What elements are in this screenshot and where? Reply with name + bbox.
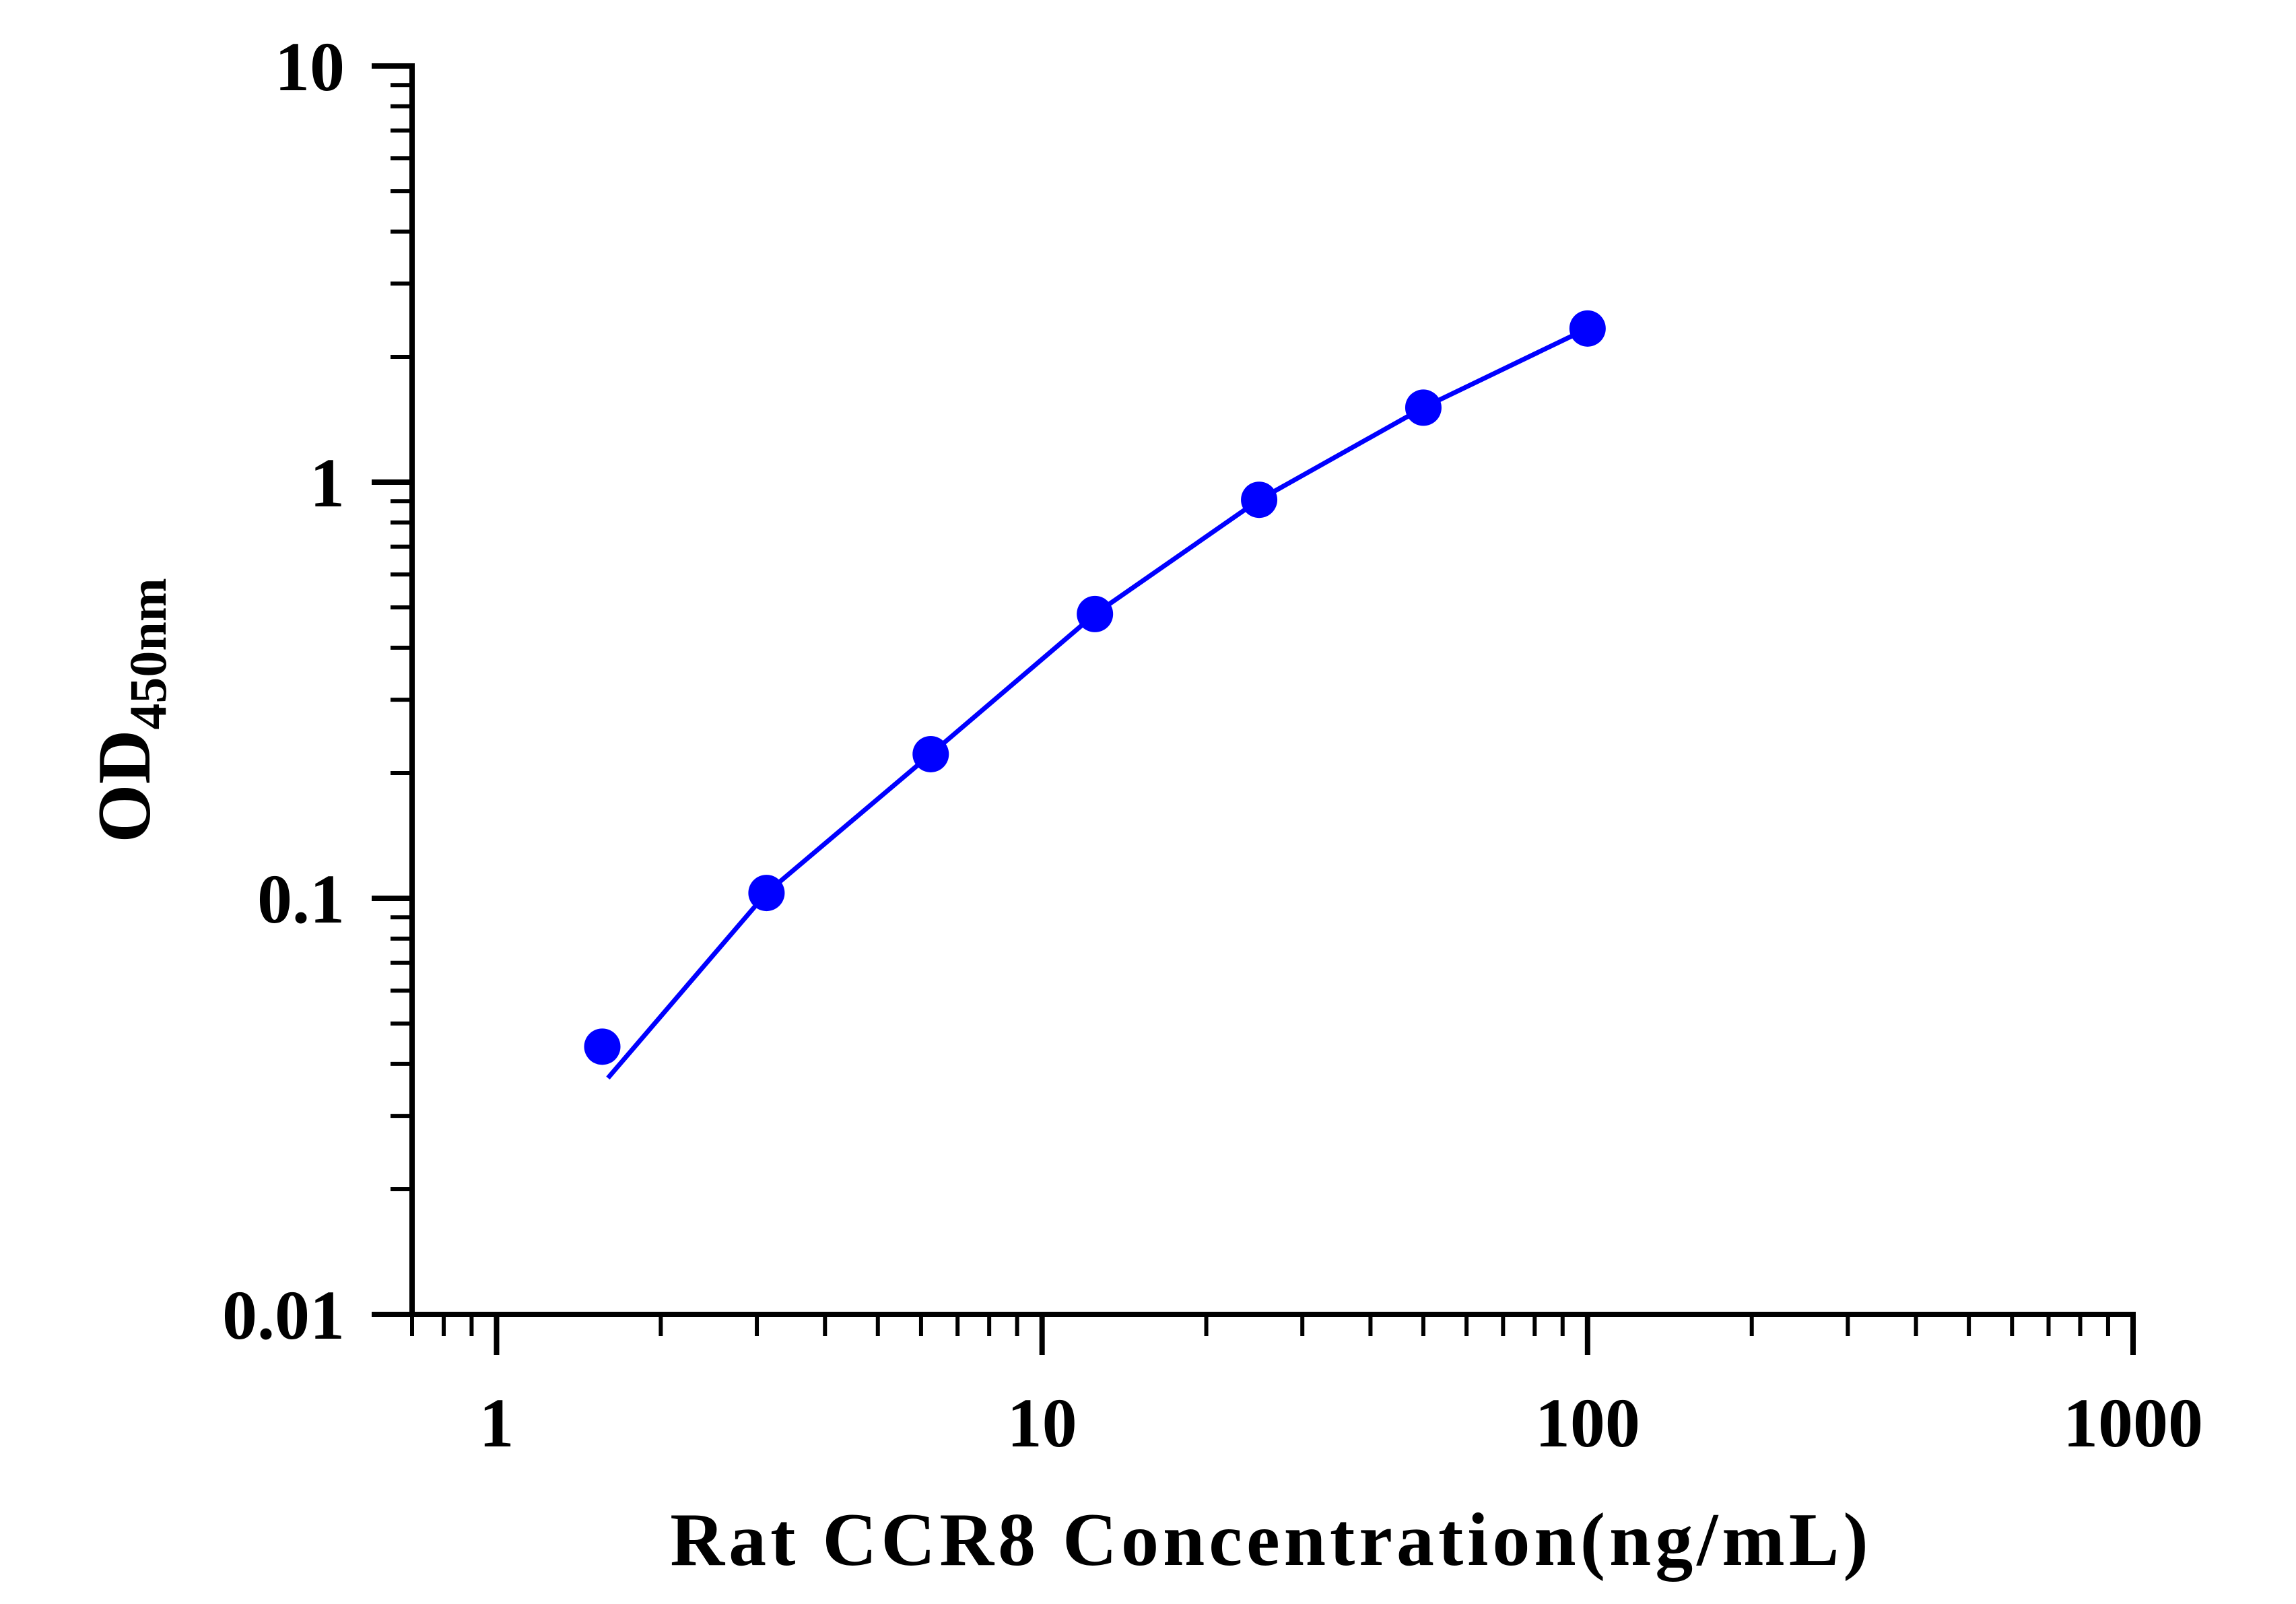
x-tick-label: 100 [1535, 1384, 1640, 1462]
data-point [748, 875, 785, 912]
x-tick-label: 10 [1007, 1384, 1077, 1462]
y-tick-label: 10 [275, 28, 345, 106]
x-tick-label: 1 [479, 1384, 514, 1462]
data-point [1077, 595, 1114, 632]
data-point [912, 735, 949, 772]
y-tick-label: 0.1 [257, 861, 345, 938]
x-axis-title: Rat CCR8 Concentration(ng/mL) [670, 1498, 1872, 1582]
data-point [1241, 481, 1278, 519]
y-axis-title-main: OD [83, 730, 166, 843]
axes-layer [409, 63, 2136, 1317]
series-layer [584, 310, 1606, 1080]
fit-curve-line [606, 326, 1589, 1080]
y-tick-label: 0.01 [222, 1277, 345, 1354]
y-axis-title: OD450nm [83, 578, 177, 842]
y-tick-label: 1 [310, 444, 345, 522]
ticks-layer [372, 63, 2136, 1355]
x-tick-label: 1000 [2063, 1384, 2203, 1462]
data-point [584, 1028, 621, 1065]
data-point [1405, 389, 1442, 426]
data-point [1569, 310, 1606, 347]
y-axis-title-subscript: 450nm [119, 578, 177, 729]
tick-labels-layer: 0.01 0.1 1 10 1 10 100 1000 [222, 28, 2203, 1462]
